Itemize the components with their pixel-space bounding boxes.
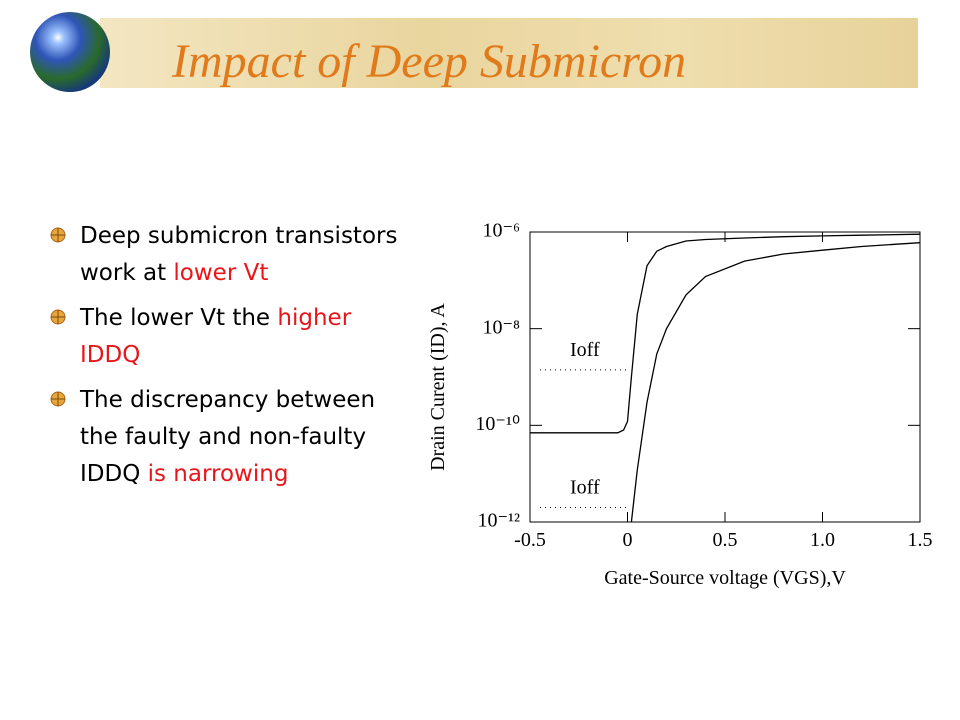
x-tick-label: 0 (623, 529, 633, 551)
y-tick-label: 10⁻¹² (477, 510, 520, 532)
bullet-icon (50, 309, 66, 325)
y-tick-label: 10⁻⁶ (482, 220, 520, 242)
x-tick-label: -0.5 (514, 529, 546, 551)
x-tick-label: 1.5 (908, 529, 933, 551)
x-axis-label: Gate-Source voltage (VGS),V (604, 567, 846, 589)
x-tick-label: 0.5 (713, 529, 738, 551)
bullet-icon (50, 227, 66, 243)
bullet-highlight: is narrowing (147, 461, 289, 487)
header-banner (100, 18, 918, 88)
bullet-list: Deep submicron transistors work at lower… (50, 218, 420, 501)
y-axis-label: Drain Curent (ID), A (427, 303, 449, 471)
bullet-highlight: lower Vt (173, 260, 269, 286)
x-tick-label: 1.0 (810, 529, 835, 551)
slide-title: Impact of Deep Submicron (172, 35, 687, 88)
bullet: Deep submicron transistors work at lower… (50, 218, 415, 292)
reference-label: Ioff (570, 476, 600, 498)
series-line (630, 242, 921, 523)
bullet-text: Deep submicron transistors work at (80, 223, 398, 286)
bullet: The lower Vt the higher IDDQ (50, 300, 415, 374)
reference-label: Ioff (570, 339, 600, 361)
bullet-text: The lower Vt the (80, 305, 278, 331)
bullet-icon (50, 391, 66, 407)
y-tick-label: 10⁻¹⁰ (475, 413, 520, 435)
y-tick-label: 10⁻⁸ (482, 316, 520, 338)
bullet-text: The discrepancy between the faulty and n… (80, 387, 376, 487)
bullet-highlight: higher IDDQ (80, 305, 352, 368)
series-line (530, 233, 921, 434)
bullet: The discrepancy between the faulty and n… (50, 382, 415, 493)
globe-icon (30, 12, 110, 92)
